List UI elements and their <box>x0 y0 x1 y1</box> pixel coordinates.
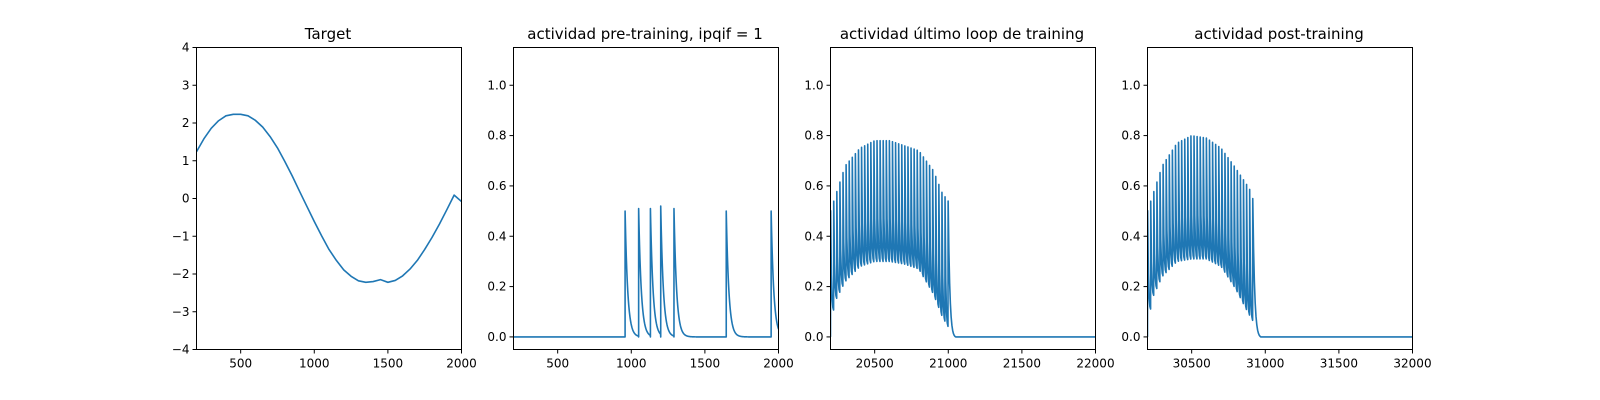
x-tick-label: 30500 <box>1173 357 1211 371</box>
y-tick-label: 0 <box>182 192 190 206</box>
y-tick-label: 4 <box>182 41 190 55</box>
x-tick-label: 2000 <box>763 357 794 371</box>
y-tick-label: 1.0 <box>1121 78 1140 92</box>
y-tick-label: 1.0 <box>804 78 823 92</box>
series-line <box>830 139 1096 338</box>
subplot-pre-training: actividad pre-training, ipqif = 1 500 100… <box>487 25 793 371</box>
x-tick-label: 500 <box>546 357 569 371</box>
x-tick-label: 31500 <box>1320 357 1358 371</box>
y-tick-label: 1 <box>182 154 190 168</box>
y-tick-label: 0.0 <box>804 330 823 344</box>
x-tick-label: 1500 <box>690 357 721 371</box>
ticks-post-training: 30500 31000 31500 32000 0.0 0.2 0.4 0.6 0.8 1.0 <box>1121 78 1431 370</box>
x-tick-label: 21500 <box>1003 357 1041 371</box>
series-line <box>513 205 779 338</box>
frame-pre-training <box>513 47 779 350</box>
frame-target <box>196 47 462 350</box>
y-tick-label: 0.2 <box>804 280 823 294</box>
ticks-target: 500 1000 1500 2000 −4 −3 −2 −1 0 1 2 3 4 <box>172 41 477 371</box>
y-tick-label: 0.6 <box>804 179 823 193</box>
x-tick-label: 20500 <box>856 357 894 371</box>
x-tick-label: 32000 <box>1393 357 1431 371</box>
frame-last-loop <box>830 47 1096 350</box>
y-tick-label: 0.6 <box>1121 179 1140 193</box>
title-target: Target <box>304 25 352 43</box>
y-tick-label: 0.8 <box>804 129 823 143</box>
x-tick-label: 21000 <box>929 357 967 371</box>
x-tick-label: 31000 <box>1246 357 1284 371</box>
y-tick-label: 1.0 <box>487 78 506 92</box>
subplot-last-loop: actividad último loop de training 20500 2… <box>804 25 1114 371</box>
title-post-training: actividad post-training <box>1194 25 1363 43</box>
y-tick-label: −2 <box>172 267 190 281</box>
series-line <box>196 113 462 284</box>
x-tick-label: 500 <box>229 357 252 371</box>
x-tick-label: 2000 <box>446 357 477 371</box>
plot-post-training <box>1147 135 1413 338</box>
y-tick-label: −1 <box>172 229 190 243</box>
x-tick-label: 22000 <box>1076 357 1114 371</box>
y-tick-label: 3 <box>182 78 190 92</box>
y-tick-label: 0.4 <box>487 229 506 243</box>
series-line <box>1147 135 1413 338</box>
y-tick-label: −4 <box>172 343 190 357</box>
subplot-post-training: actividad post-training 30500 31000 31500 3… <box>1121 25 1431 371</box>
title-last-loop: actividad último loop de training <box>840 25 1084 43</box>
y-tick-label: −3 <box>172 305 190 319</box>
x-tick-label: 1000 <box>299 357 330 371</box>
plot-pre-training <box>513 205 779 338</box>
y-tick-label: 0.4 <box>804 229 823 243</box>
y-tick-label: 0.8 <box>487 129 506 143</box>
ticks-last-loop: 20500 21000 21500 22000 0.0 0.2 0.4 0.6 0.8 1.0 <box>804 78 1114 370</box>
y-tick-label: 0.6 <box>487 179 506 193</box>
y-tick-label: 0.2 <box>1121 280 1140 294</box>
plot-target <box>196 113 462 284</box>
subplot-target: Target 500 1000 1500 2000 −4 −3 −2 −1 0 1 2 3 4 <box>172 25 477 371</box>
y-tick-label: 0.0 <box>1121 330 1140 344</box>
title-pre-training: actividad pre-training, ipqif = 1 <box>527 25 763 43</box>
y-tick-label: 0.4 <box>1121 229 1140 243</box>
plot-last-loop <box>830 139 1096 338</box>
y-tick-label: 2 <box>182 116 190 130</box>
y-tick-label: 0.0 <box>487 330 506 344</box>
frame-post-training <box>1147 47 1413 350</box>
x-tick-label: 1500 <box>373 357 404 371</box>
y-tick-label: 0.8 <box>1121 129 1140 143</box>
ticks-pre-training: 500 1000 1500 2000 0.0 0.2 0.4 0.6 0.8 1.0 <box>487 78 793 370</box>
y-tick-label: 0.2 <box>487 280 506 294</box>
x-tick-label: 1000 <box>616 357 647 371</box>
